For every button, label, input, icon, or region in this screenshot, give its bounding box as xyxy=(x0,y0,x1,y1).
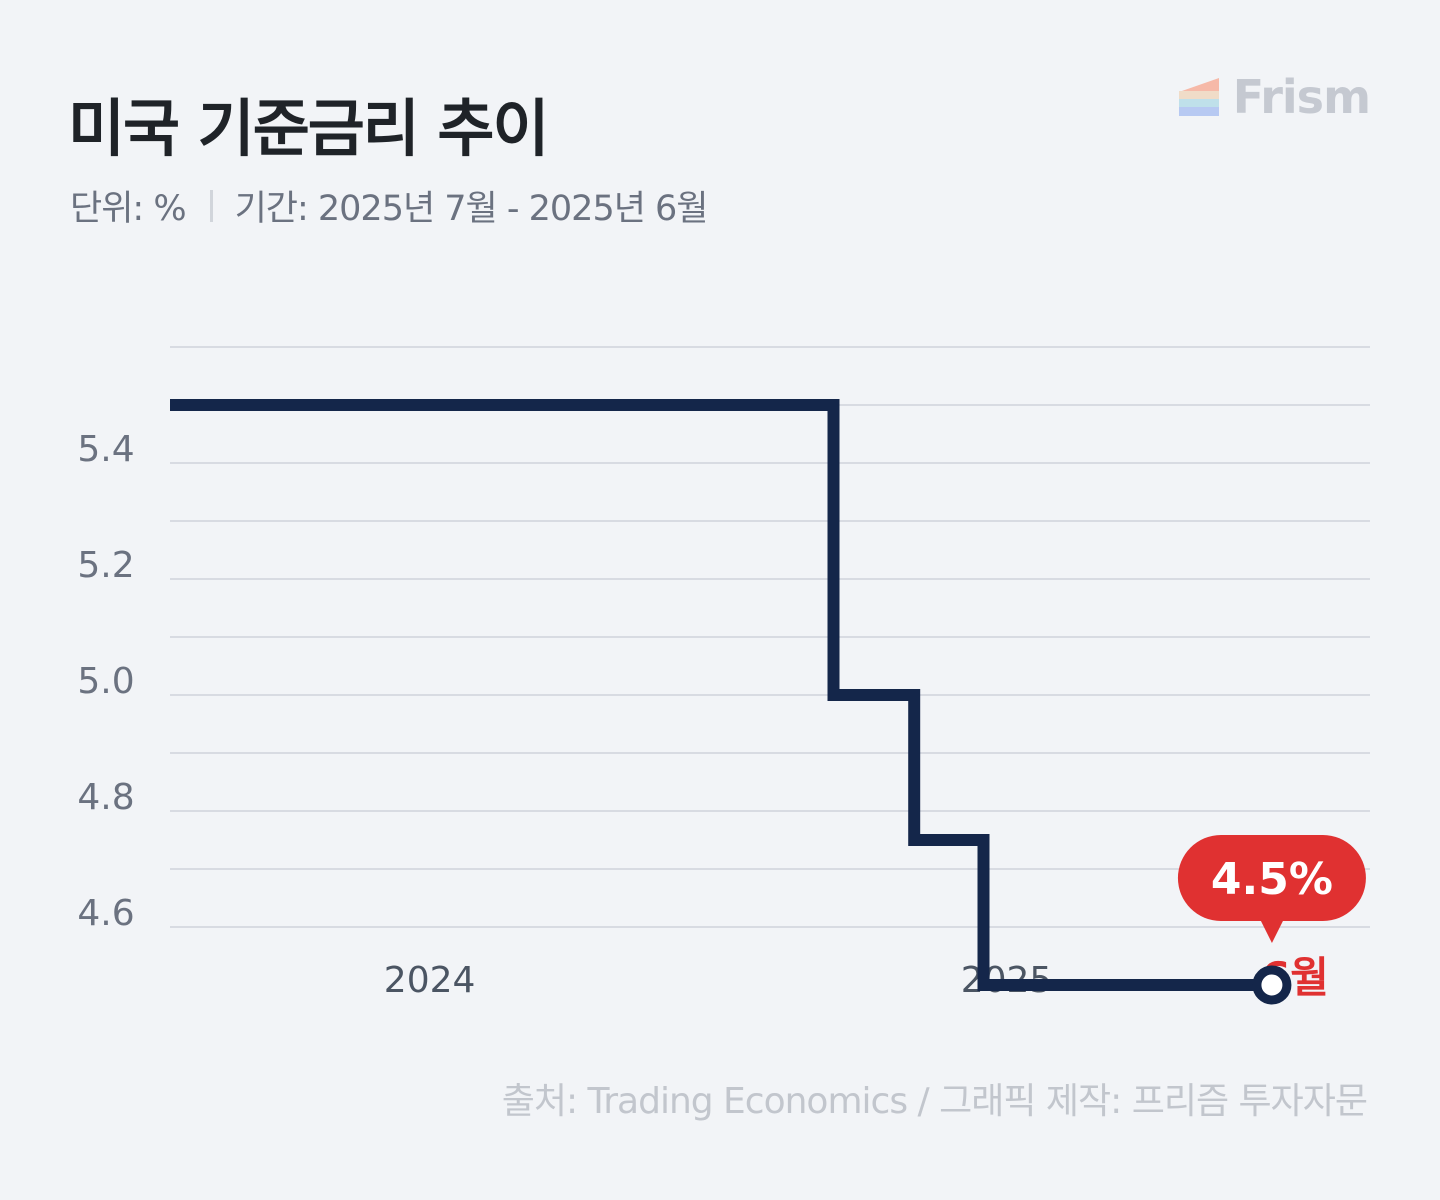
period-label: 기간: 2025년 7월 - 2025년 6월 xyxy=(234,189,709,229)
subtitle-divider xyxy=(209,189,213,222)
unit-label: 단위: % xyxy=(70,189,187,229)
endpoint-marker xyxy=(1252,965,1292,1005)
page-title: 미국 기준금리 추이 xyxy=(68,92,549,165)
brand-name: Frism xyxy=(1232,70,1371,124)
y-tick-label: 4.8 xyxy=(77,777,134,818)
callout-value: 4.5% xyxy=(1211,854,1333,905)
y-tick-label: 4.6 xyxy=(77,893,134,934)
y-tick-label: 5.0 xyxy=(77,661,134,702)
y-tick-label: 5.4 xyxy=(77,429,134,470)
callout-bubble xyxy=(1177,835,1366,921)
source-note: 출처: Trading Economics / 그래픽 제작: 프리즘 투자자문 xyxy=(501,1081,1368,1122)
frism-logo-icon xyxy=(1178,78,1219,116)
chart-subtitle: 단위: % 기간: 2025년 7월 - 2025년 6월 xyxy=(70,180,709,231)
x-tick-label: 2024 xyxy=(384,960,476,1001)
callout-pointer xyxy=(1259,919,1284,943)
y-tick-label: 5.2 xyxy=(77,545,134,586)
series-line xyxy=(170,399,1272,991)
brand-logo: Frism xyxy=(1178,70,1371,124)
